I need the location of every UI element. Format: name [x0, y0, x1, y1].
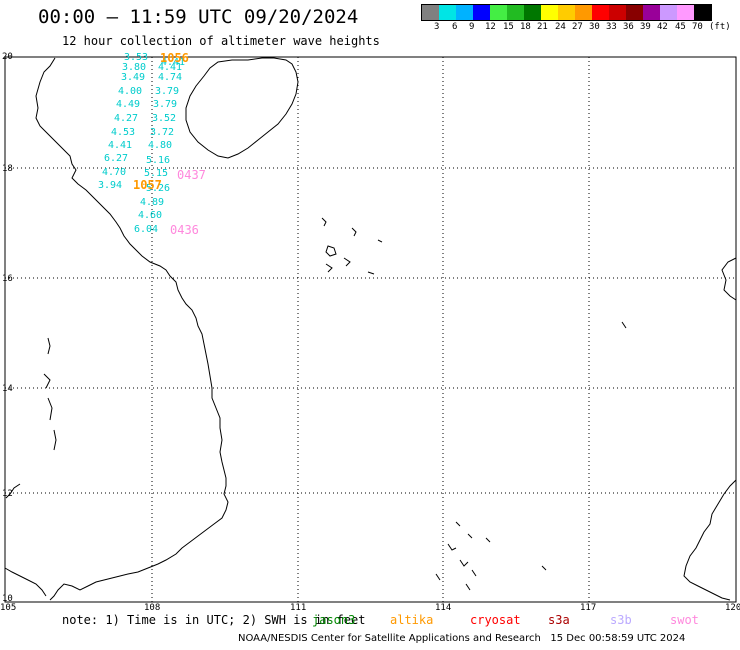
legend-swatch — [626, 5, 643, 20]
philippines-coastline — [683, 257, 737, 601]
legend-label: 27 — [572, 22, 583, 32]
west-islands — [43, 337, 57, 451]
wave-height-label: 4.70 — [102, 167, 127, 178]
wave-height-label: 5.26 — [146, 183, 171, 194]
wave-height-label: 4.41 — [108, 140, 133, 151]
legend-label: 42 — [657, 22, 668, 32]
satellite-label: swot — [670, 613, 699, 627]
wave-height-label: 3.49 — [121, 72, 146, 83]
legend-swatch — [456, 5, 473, 20]
legend-label: 39 — [640, 22, 651, 32]
wave-height-label: 5.16 — [146, 155, 171, 166]
wave-height-label: 3.94 — [98, 180, 123, 191]
legend-swatch — [507, 5, 524, 20]
wave-height-label: 3.52 — [152, 113, 177, 124]
color-legend: 3 6 9 12 15 18 21 24 27 30 33 36 39 42 45 70 (ft) — [421, 4, 731, 32]
satellite-label: s3a — [548, 613, 570, 627]
satellite-label: cryosat — [470, 613, 521, 627]
legend-swatch — [677, 5, 694, 20]
legend-label: 33 — [606, 22, 617, 32]
legend-swatch — [524, 5, 541, 20]
satellite-label: s3b — [610, 613, 632, 627]
legend-label: (ft) — [709, 22, 731, 32]
legend-swatch — [660, 5, 677, 20]
pass-time-label: 1056 — [160, 51, 189, 65]
legend-label: 45 — [675, 22, 686, 32]
wave-height-label: 4.41 — [161, 57, 186, 68]
pass-time-label: 0436 — [170, 223, 199, 237]
wave-height-label: 5.15 — [144, 168, 169, 179]
wave-height-label: 4.27 — [114, 113, 139, 124]
pass-time-label: 0437 — [177, 168, 206, 182]
legend-swatch — [609, 5, 626, 20]
vietnam-coastline — [5, 57, 229, 601]
legend-swatch — [694, 5, 711, 20]
legend-swatch — [541, 5, 558, 20]
hainan-coastline — [185, 57, 299, 159]
legend-swatch — [422, 5, 439, 20]
wave-height-label: 6.27 — [104, 153, 129, 164]
legend-swatch — [558, 5, 575, 20]
wave-height-label: 4.80 — [148, 140, 173, 151]
spratly-islands — [435, 321, 627, 591]
wave-height-label: 3.79 — [153, 99, 178, 110]
lon-label: 108 — [144, 603, 161, 613]
legend-swatch — [575, 5, 592, 20]
legend-label: 70 — [692, 22, 703, 32]
wave-height-label: 6.04 — [134, 224, 159, 235]
legend-label: 24 — [555, 22, 566, 32]
wave-height-label: 3.79 — [155, 86, 180, 97]
legend-label: 21 — [537, 22, 548, 32]
lon-label: 120 — [725, 603, 740, 613]
lat-label: 10 — [2, 594, 13, 604]
pass-time-label: 1057 — [133, 178, 162, 192]
wave-height-label: 3.72 — [150, 127, 175, 138]
satellite-label: altika — [390, 613, 434, 627]
legend-label: 15 — [503, 22, 514, 32]
lon-label: 117 — [580, 603, 597, 613]
legend-swatch — [490, 5, 507, 20]
legend-label: 30 — [589, 22, 600, 32]
wave-height-label: 4.53 — [111, 127, 136, 138]
lat-label: 16 — [2, 274, 13, 284]
wave-height-label: 4.41 — [158, 62, 183, 73]
page-subtitle: 12 hour collection of altimeter wave hei… — [62, 34, 380, 48]
legend-swatch — [473, 5, 490, 20]
page-title: 00:00 – 11:59 UTC 09/20/2024 — [38, 6, 359, 28]
lon-label: 105 — [0, 603, 17, 613]
legend-label: 18 — [520, 22, 531, 32]
lat-label: 18 — [2, 164, 13, 174]
legend-swatches — [421, 4, 712, 21]
wave-height-label: 4.60 — [138, 210, 163, 221]
paracel-islands — [321, 217, 383, 275]
legend-labels: 3 6 9 12 15 18 21 24 27 30 33 36 39 42 45 70 (ft) — [421, 22, 740, 34]
legend-label: 36 — [623, 22, 634, 32]
legend-swatch — [592, 5, 609, 20]
satellite-label: jason3 — [312, 613, 356, 627]
map-border — [4, 56, 737, 603]
note-text: note: 1) Time is in UTC; 2) SWH is in fe… — [62, 613, 366, 627]
lon-label: 114 — [435, 603, 452, 613]
legend-swatch — [439, 5, 456, 20]
lat-label: 12 — [2, 489, 13, 499]
wave-height-label: 3.53 — [124, 52, 149, 63]
wave-height-label: 4.89 — [140, 197, 165, 208]
wave-height-label: 4.74 — [158, 72, 183, 83]
cambodia-coast — [4, 567, 47, 597]
legend-label: 3 — [434, 22, 440, 32]
legend-label: 12 — [485, 22, 496, 32]
legend-swatch — [643, 5, 660, 20]
wave-height-label: 4.00 — [118, 86, 143, 97]
wave-height-label: 4.49 — [116, 99, 141, 110]
lat-label: 14 — [2, 384, 13, 394]
legend-label: 6 — [452, 22, 458, 32]
wave-height-label: 3.80 — [122, 62, 147, 73]
footer-credit: NOAA/NESDIS Center for Satellite Applica… — [238, 633, 686, 644]
lon-label: 111 — [290, 603, 307, 613]
legend-label: 9 — [469, 22, 475, 32]
lat-label: 20 — [2, 52, 13, 62]
graticule — [5, 57, 736, 602]
